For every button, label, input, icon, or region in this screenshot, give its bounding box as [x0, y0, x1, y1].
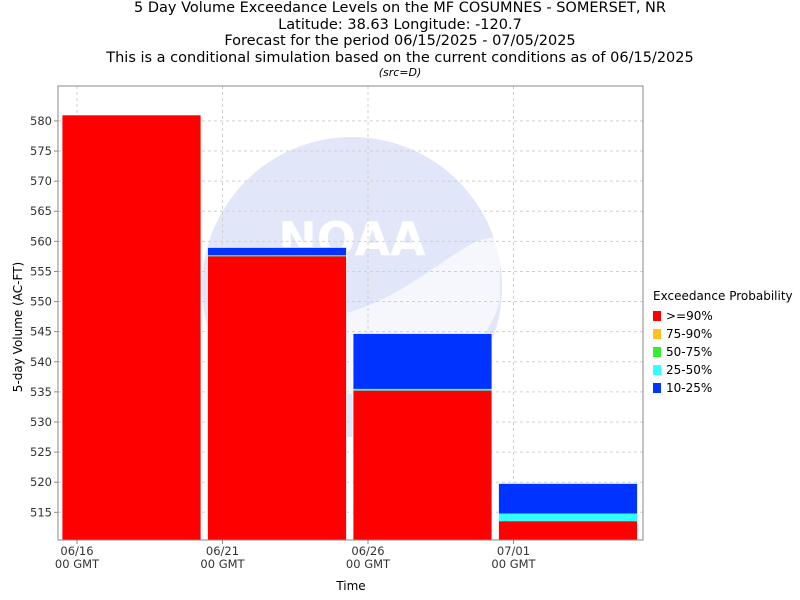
y-tick-label: 520	[30, 475, 52, 489]
legend-swatch	[653, 329, 661, 339]
legend-item: 10-25%	[653, 379, 793, 397]
legend-label: 50-75%	[666, 345, 713, 359]
legend-swatch	[653, 383, 661, 393]
y-tick-label: 545	[30, 325, 52, 339]
legend-items: >=90% 75-90% 50-75% 25-50% 10-25%	[653, 307, 793, 397]
legend-label: 75-90%	[666, 327, 713, 341]
y-tick-label: 550	[30, 295, 52, 309]
legend-swatch	[653, 347, 661, 357]
y-tick-label: 530	[30, 415, 52, 429]
y-tick-label: 535	[30, 385, 52, 399]
forecast-period-subtitle: Forecast for the period 06/15/2025 - 07/…	[224, 33, 576, 49]
bar-06-16-band-0	[62, 114, 201, 540]
x-tick-label-date: 07/01	[497, 544, 530, 558]
x-tick-label-time: 00 GMT	[200, 557, 245, 571]
legend-label: 25-50%	[666, 363, 713, 377]
bars-group	[61, 114, 638, 541]
bar-06-21-band-0	[207, 256, 347, 540]
chart-title-block: 5 Day Volume Exceedance Levels on the MF…	[0, 0, 800, 80]
x-tick-label-date: 06/16	[60, 544, 93, 558]
y-tick-label: 580	[30, 114, 52, 128]
x-tick-label-date: 06/26	[351, 544, 384, 558]
x-tick-label-date: 06/21	[206, 544, 239, 558]
location-subtitle: Latitude: 38.63 Longitude: -120.7	[278, 16, 522, 33]
legend-swatch	[653, 365, 661, 375]
y-tick-label: 525	[30, 445, 52, 459]
y-axis-ticks: 515 520 525 530 535 540 545 550 555 560 565 570 575 5…	[30, 114, 58, 519]
legend-label: >=90%	[666, 309, 713, 323]
legend: Exceedance Probability >=90% 75-90% 50-75%…	[653, 289, 793, 397]
simulation-note: This is a conditional simulation based o…	[106, 49, 694, 66]
y-tick-label: 540	[30, 355, 52, 369]
legend-item: >=90%	[653, 307, 793, 325]
source-note: (src=D)	[378, 66, 422, 79]
y-tick-label: 560	[30, 234, 52, 248]
y-tick-label: 515	[30, 505, 52, 519]
plot-frame	[57, 85, 644, 541]
x-tick-label-time: 00 GMT	[491, 557, 536, 571]
bar-07-01-band-0	[498, 521, 638, 540]
y-tick-label: 575	[30, 144, 52, 158]
y-tick-label: 565	[30, 204, 52, 218]
legend-item: 75-90%	[653, 325, 793, 343]
chart-title: 5 Day Volume Exceedance Levels on the MF…	[134, 0, 666, 16]
legend-swatch	[653, 311, 661, 321]
x-tick-label-time: 00 GMT	[346, 557, 391, 571]
legend-item: 50-75%	[653, 343, 793, 361]
legend-item: 25-50%	[653, 361, 793, 379]
legend-title: Exceedance Probability	[653, 289, 793, 303]
y-tick-label: 570	[30, 174, 52, 188]
y-axis-label: 5-day Volume (AC-FT)	[11, 262, 25, 392]
x-tick-label-time: 00 GMT	[55, 557, 100, 571]
bar-06-26-band-0	[353, 390, 492, 540]
y-tick-label: 555	[30, 264, 52, 278]
legend-label: 10-25%	[666, 381, 713, 395]
x-axis-label: Time	[335, 579, 365, 593]
